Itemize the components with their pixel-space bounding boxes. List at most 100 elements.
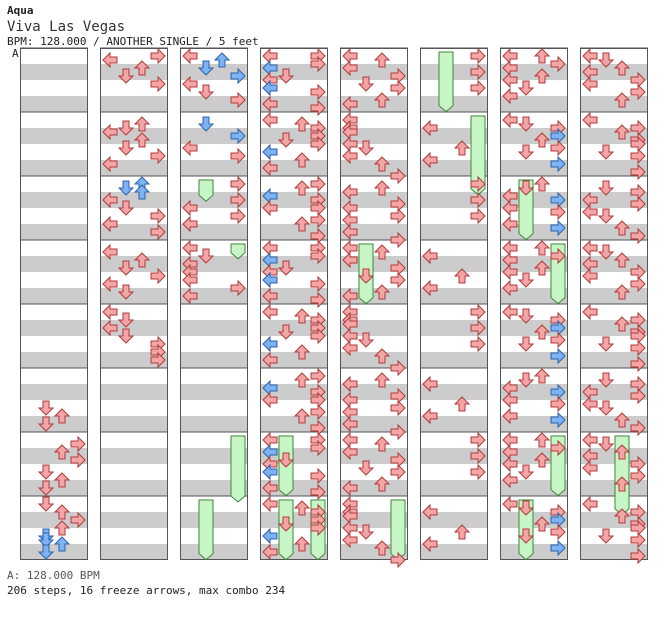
arrow-note [213,52,231,68]
arrow-note [630,227,646,245]
arrow-note [262,335,278,353]
arrow-note [310,175,326,193]
song-title: Viva Las Vegas [7,19,126,35]
arrow-note [342,287,358,305]
arrow-note [597,400,615,416]
beat-stripe [260,320,328,336]
arrow-note [630,355,646,373]
arrow-note [533,452,551,468]
beat-stripe [20,384,88,400]
arrow-note [550,139,566,157]
arrow-note [182,75,198,93]
page-frame [500,48,568,560]
arrow-note [390,231,406,249]
beat-stripe [100,192,168,208]
arrow-note [470,463,486,481]
beat-stripe [20,64,88,80]
beat-stripe [180,320,248,336]
arrow-note [102,303,118,321]
arrow-note [310,467,326,485]
arrow-note [582,431,598,449]
arrow-note [293,500,311,516]
arrow-note [470,431,486,449]
arrow-note [262,159,278,177]
arrow-note [53,472,71,488]
beat-stripe [180,128,248,144]
arrow-note [310,291,326,309]
beat-stripe [420,256,488,272]
beat-stripe [420,224,488,240]
arrow-note [182,47,198,65]
beat-stripe [580,96,648,112]
arrow-note [550,347,566,365]
beat-stripe [340,480,408,496]
arrow-note [517,372,535,388]
arrow-note [390,551,406,568]
arrow-note [342,531,358,549]
arrow-note [102,243,118,261]
step-chart: A [12,47,648,568]
arrow-note [453,268,471,284]
beat-stripe [420,448,488,464]
arrow-note [597,180,615,196]
arrow-note [582,203,598,221]
arrow-note [70,511,86,529]
arrow-note [533,432,551,448]
beat-stripe [180,224,248,240]
arrow-note [630,387,646,405]
arrow-note [582,495,598,513]
arrow-note [37,496,55,512]
beat-stripe [420,352,488,368]
arrow-note [277,516,295,532]
arrow-note [517,528,535,544]
arrow-note [597,144,615,160]
arrow-note [613,316,631,332]
arrow-note [182,215,198,233]
beat-stripe [420,192,488,208]
arrow-note [293,216,311,232]
arrow-note [630,83,646,101]
arrow-note [630,147,646,165]
arrow-note [230,67,246,85]
freeze-arrow [198,499,214,561]
arrow-note [630,531,646,549]
arrow-note [277,452,295,468]
arrow-note [597,436,615,452]
arrow-note [342,183,358,201]
arrow-note [70,435,86,453]
arrow-note [533,240,551,256]
arrow-note [470,335,486,353]
arrow-note [373,436,391,452]
beat-stripe [20,96,88,112]
arrow-note [102,191,118,209]
arrow-note [277,324,295,340]
arrow-note [230,191,246,209]
beat-stripe [580,64,648,80]
arrow-note [630,163,646,181]
arrow-note [197,60,215,76]
arrow-note [262,271,278,289]
chart-info: BPM: 128.000 / ANOTHER SINGLE / 5 feet [7,35,259,48]
beat-stripe [500,320,568,336]
beat-stripe [180,352,248,368]
beat-stripe [420,480,488,496]
arrow-note [390,207,406,225]
arrow-note [342,59,358,77]
arrow-note [373,156,391,172]
beat-stripe [100,384,168,400]
beat-stripe [420,320,488,336]
arrow-note [533,324,551,340]
beat-stripe [180,512,248,528]
arrow-note [390,463,406,481]
arrow-note [150,207,166,225]
arrow-note [470,191,486,209]
arrow-note [597,336,615,352]
arrow-note [262,463,278,481]
arrow-note [37,416,55,432]
arrow-note [390,423,406,441]
arrow-note [133,60,151,76]
beat-stripe [180,544,248,560]
arrow-note [293,536,311,552]
arrow-note [277,260,295,276]
arrow-note [533,368,551,384]
